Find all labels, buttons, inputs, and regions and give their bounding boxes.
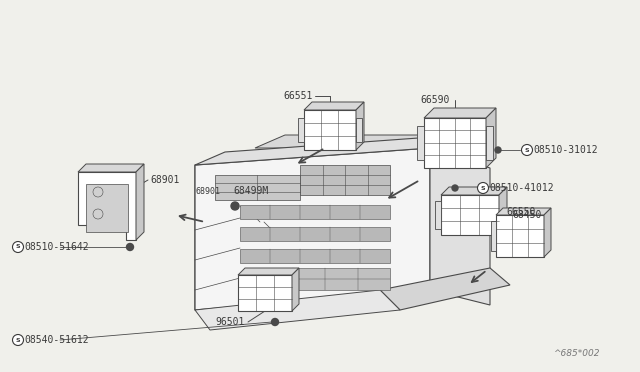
Polygon shape	[304, 110, 356, 150]
Text: 68901: 68901	[150, 175, 179, 185]
Polygon shape	[304, 102, 364, 110]
Polygon shape	[486, 108, 496, 168]
Polygon shape	[238, 275, 292, 311]
Polygon shape	[195, 290, 400, 330]
Text: 66550: 66550	[506, 207, 536, 217]
Circle shape	[127, 244, 134, 250]
Text: S: S	[16, 337, 20, 343]
Text: 08540-51612: 08540-51612	[24, 335, 89, 345]
Text: 08510-41012: 08510-41012	[490, 183, 554, 193]
Polygon shape	[441, 187, 507, 195]
Text: 66551: 66551	[284, 91, 313, 101]
Polygon shape	[260, 268, 390, 290]
Polygon shape	[356, 118, 362, 142]
Text: 68450: 68450	[512, 210, 541, 220]
Polygon shape	[380, 268, 510, 310]
Polygon shape	[430, 148, 490, 305]
Polygon shape	[255, 135, 460, 148]
Circle shape	[522, 144, 532, 155]
Text: S: S	[16, 244, 20, 250]
Circle shape	[93, 187, 103, 197]
Polygon shape	[417, 126, 424, 160]
Circle shape	[271, 318, 278, 326]
Circle shape	[13, 334, 24, 346]
Polygon shape	[136, 164, 144, 240]
Polygon shape	[441, 195, 499, 235]
Circle shape	[231, 202, 239, 210]
Polygon shape	[240, 205, 390, 219]
Polygon shape	[499, 187, 507, 235]
Polygon shape	[356, 102, 364, 150]
Polygon shape	[195, 135, 460, 165]
Circle shape	[495, 147, 501, 153]
Polygon shape	[496, 215, 544, 257]
Polygon shape	[195, 148, 310, 310]
Polygon shape	[496, 208, 551, 215]
Text: S: S	[481, 186, 485, 190]
Polygon shape	[424, 118, 486, 168]
Polygon shape	[424, 108, 496, 118]
Circle shape	[477, 183, 488, 193]
Text: 66590: 66590	[420, 95, 449, 105]
Polygon shape	[78, 164, 144, 172]
Polygon shape	[240, 227, 390, 241]
Circle shape	[13, 241, 24, 253]
Polygon shape	[215, 175, 300, 200]
Text: ^685*002: ^685*002	[554, 349, 600, 358]
Polygon shape	[300, 165, 390, 195]
Polygon shape	[238, 268, 299, 275]
Polygon shape	[544, 208, 551, 257]
Polygon shape	[240, 249, 390, 263]
Polygon shape	[486, 126, 493, 160]
Polygon shape	[292, 268, 299, 311]
Text: 08510-51642: 08510-51642	[24, 242, 89, 252]
Polygon shape	[435, 201, 441, 229]
Polygon shape	[78, 172, 136, 240]
Text: 96501: 96501	[216, 317, 245, 327]
Circle shape	[93, 209, 103, 219]
Circle shape	[452, 185, 458, 191]
Text: 08510-31012: 08510-31012	[534, 145, 598, 155]
Polygon shape	[298, 118, 304, 142]
Polygon shape	[195, 148, 430, 310]
Text: 68499M: 68499M	[233, 186, 268, 196]
Text: 68901: 68901	[195, 187, 220, 196]
Text: S: S	[525, 148, 529, 153]
Polygon shape	[86, 184, 128, 232]
Polygon shape	[491, 221, 496, 251]
